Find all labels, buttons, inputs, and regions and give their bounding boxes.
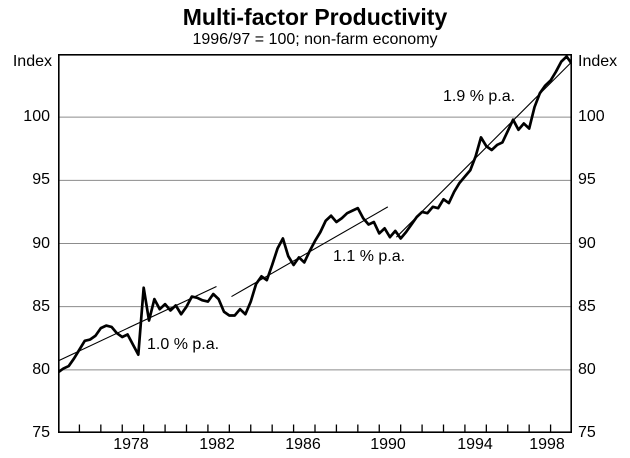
plot-area bbox=[58, 54, 572, 433]
y-tick-label-right-100: 100 bbox=[578, 108, 605, 125]
plot-frame bbox=[58, 54, 572, 433]
y-axis-unit-label-left: Index bbox=[12, 53, 52, 70]
x-tick-label-1978: 1978 bbox=[113, 436, 149, 453]
chart-subtitle: 1996/97 = 100; non-farm economy bbox=[192, 31, 438, 48]
y-tick-label-right-85: 85 bbox=[578, 298, 596, 315]
growth-rate-annotation-2: 1.9 % p.a. bbox=[443, 88, 516, 105]
chart-title: Multi-factor Productivity bbox=[182, 4, 448, 30]
x-tick-label-1990: 1990 bbox=[370, 436, 406, 453]
y-tick-label-left-75: 75 bbox=[32, 424, 50, 441]
x-tick-label-1998: 1998 bbox=[529, 436, 565, 453]
growth-rate-annotation-0: 1.0 % p.a. bbox=[147, 336, 220, 353]
x-tick-label-1982: 1982 bbox=[199, 436, 235, 453]
y-tick-label-left-85: 85 bbox=[32, 298, 50, 315]
y-axis-unit-label-right: Index bbox=[578, 53, 618, 70]
mfp-series-line bbox=[58, 55, 572, 374]
y-tick-label-right-90: 90 bbox=[578, 235, 596, 252]
y-tick-label-right-80: 80 bbox=[578, 361, 596, 378]
y-tick-label-left-90: 90 bbox=[32, 235, 50, 252]
y-tick-label-left-95: 95 bbox=[32, 171, 50, 188]
y-tick-label-left-100: 100 bbox=[23, 108, 50, 125]
y-tick-label-right-95: 95 bbox=[578, 171, 596, 188]
growth-rate-annotation-1: 1.1 % p.a. bbox=[333, 248, 406, 265]
y-tick-label-left-80: 80 bbox=[32, 361, 50, 378]
y-tick-label-right-75: 75 bbox=[578, 424, 596, 441]
x-tick-label-1994: 1994 bbox=[457, 436, 493, 453]
x-tick-label-1986: 1986 bbox=[285, 436, 321, 453]
